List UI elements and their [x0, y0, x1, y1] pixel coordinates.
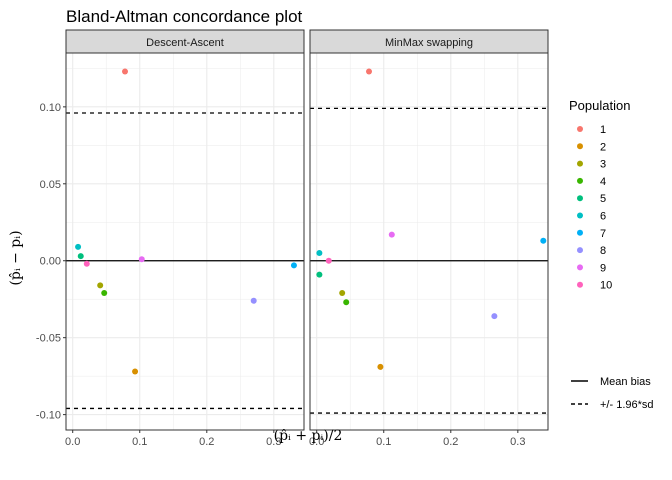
- legend-label: 6: [600, 211, 606, 223]
- data-point: [316, 271, 323, 278]
- data-point: [377, 363, 384, 370]
- y-tick-label: 0.10: [40, 102, 61, 114]
- chart-title: Bland-Altman concordance plot: [66, 7, 303, 26]
- data-point: [77, 253, 84, 260]
- facet-panel: Descent-Ascent 0.0 0.1 0.2 0.3: [65, 29, 305, 448]
- y-tick-label: -0.10: [36, 410, 61, 422]
- y-tick-label: 0.05: [40, 179, 61, 191]
- x-tick-label: 0.3: [266, 436, 281, 448]
- data-point: [132, 368, 139, 375]
- x-axis-title: (p̂ᵢ + pᵢ)/2: [274, 428, 343, 444]
- data-point: [343, 299, 350, 306]
- legend-line-label: +/- 1.96*sd: [600, 399, 654, 411]
- legend-key: [577, 229, 583, 236]
- y-tick-label: -0.05: [36, 333, 61, 345]
- legend-label: 4: [600, 176, 606, 188]
- panel-border: [65, 52, 305, 431]
- legend-line-label: Mean bias: [600, 376, 651, 388]
- legend-key: [577, 177, 583, 184]
- data-point: [97, 282, 104, 289]
- legend-label: 3: [600, 159, 606, 171]
- facet-strip-label: MinMax swapping: [385, 37, 473, 49]
- data-point: [121, 68, 128, 75]
- legend-key: [577, 195, 583, 202]
- facet-strip-label: Descent-Ascent: [146, 37, 224, 49]
- legend: Population 1 2 3 4 5 6 7 8 9 10 Mean bias +/- 1.96*…: [569, 98, 654, 411]
- panel-background: [310, 53, 548, 430]
- facet-panel: MinMax swapping 0.0 0.1 0.2 0.3: [309, 29, 549, 448]
- legend-key: [577, 160, 583, 167]
- legend-key: [577, 143, 583, 150]
- legend-label: 2: [600, 141, 606, 153]
- data-point: [365, 68, 372, 75]
- legend-key: [577, 212, 583, 219]
- x-tick-label: 0.2: [443, 436, 458, 448]
- data-point: [290, 262, 297, 269]
- data-point: [101, 290, 108, 297]
- panel-border: [309, 52, 549, 431]
- legend-key: [577, 281, 583, 288]
- legend-key: [577, 126, 583, 132]
- data-point: [83, 260, 90, 267]
- data-point: [491, 313, 498, 320]
- legend-label: 8: [600, 245, 606, 257]
- legend-label: 1: [600, 124, 606, 136]
- legend-key: [577, 247, 583, 254]
- data-point: [339, 290, 346, 297]
- data-point: [138, 256, 145, 263]
- y-axis-title: (p̂ᵢ − pᵢ): [8, 230, 24, 285]
- panel-background: [66, 53, 304, 430]
- data-point: [325, 257, 332, 264]
- legend-label: 7: [600, 228, 606, 240]
- data-point: [540, 237, 547, 244]
- x-tick-label: 0.2: [199, 436, 214, 448]
- y-axis: -0.10 -0.05 0.00 0.05 0.10: [36, 102, 66, 422]
- x-tick-label: 0.1: [376, 436, 391, 448]
- legend-key: [577, 264, 583, 271]
- data-point: [75, 243, 82, 250]
- data-point: [316, 250, 323, 257]
- x-tick-label: 0.0: [65, 436, 80, 448]
- x-tick-label: 0.1: [132, 436, 147, 448]
- y-tick-label: 0.00: [40, 256, 61, 268]
- legend-label: 5: [600, 193, 606, 205]
- x-tick-label: 0.0: [309, 436, 324, 448]
- legend-label: 9: [600, 262, 606, 274]
- data-point: [388, 231, 395, 238]
- legend-label: 10: [600, 280, 612, 292]
- legend-title: Population: [569, 98, 630, 113]
- data-point: [250, 297, 257, 304]
- x-tick-label: 0.3: [510, 436, 525, 448]
